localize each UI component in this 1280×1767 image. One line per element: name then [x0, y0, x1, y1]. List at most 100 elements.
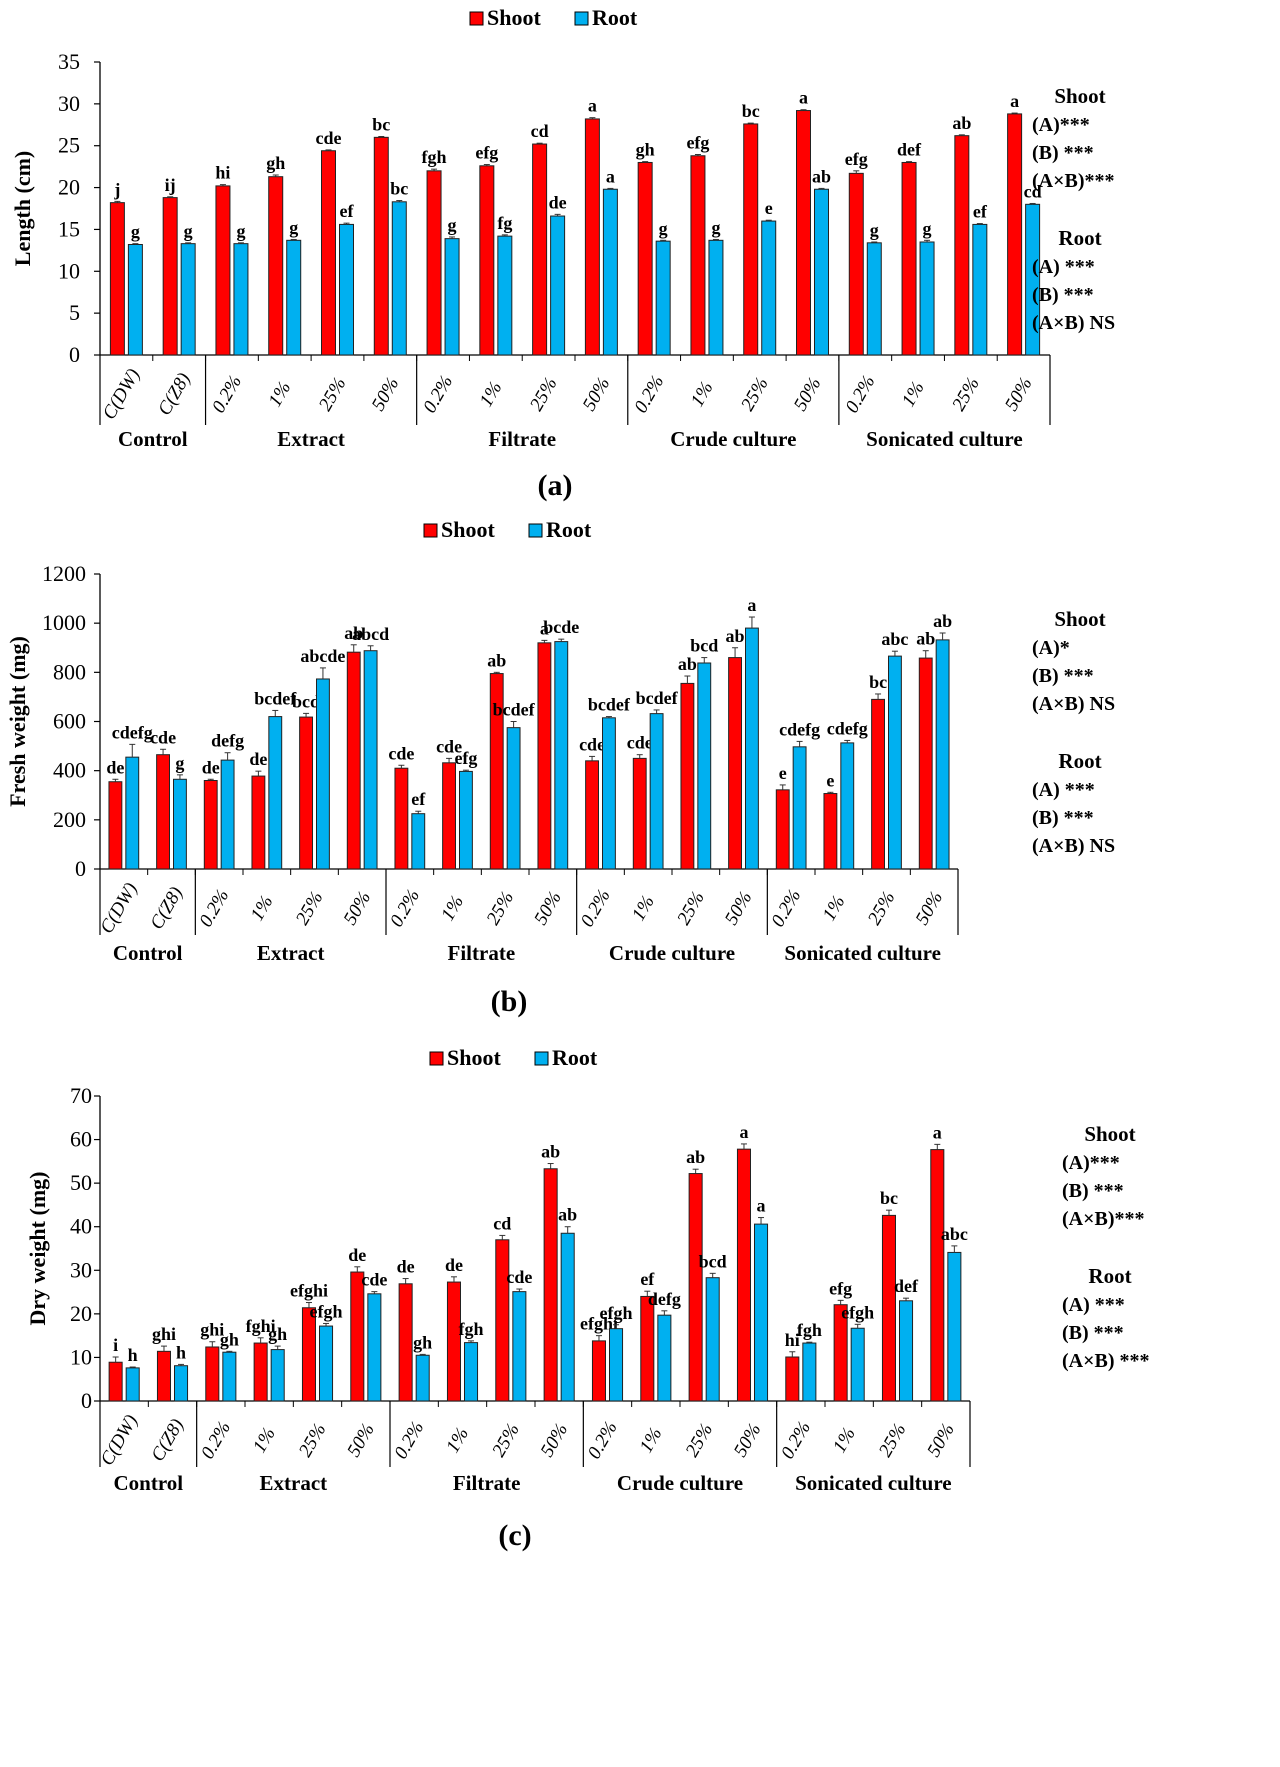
root-bar	[697, 662, 712, 870]
y-tick-label: 30	[70, 1257, 92, 1282]
x-category-label: 25%	[488, 1420, 524, 1461]
x-category-label: 1%	[819, 892, 850, 924]
root-significance-letter: g	[659, 218, 668, 238]
root-bar	[222, 1351, 237, 1402]
root-bar	[602, 717, 616, 870]
x-category-label: 0.2%	[777, 1418, 815, 1463]
shoot-significance-letter: ab	[686, 1147, 705, 1167]
root-bar	[550, 215, 566, 356]
root-significance-letter: bcdef	[493, 700, 536, 720]
legend: Shoot Root	[429, 1045, 598, 1070]
shoot-bar	[108, 1361, 123, 1402]
shoot-bar	[346, 651, 361, 870]
shoot-significance-letter: de	[249, 749, 267, 769]
root-bar	[972, 223, 988, 356]
shoot-significance-letter: cde	[436, 736, 462, 756]
y-tick-label: 0	[69, 342, 80, 367]
x-category-label: 25%	[864, 888, 900, 929]
root-stat-line: (B) ***	[1062, 1322, 1124, 1344]
shoot-stats-title: Shoot	[1084, 1122, 1135, 1146]
x-category-label: 1%	[636, 1424, 667, 1456]
shoot-bar	[109, 202, 125, 356]
root-significance-letter: gh	[413, 1332, 432, 1352]
root-bar	[609, 1328, 624, 1402]
x-category-label: 25%	[483, 888, 519, 929]
y-tick-label: 60	[70, 1127, 92, 1152]
x-category-label: 50%	[790, 374, 826, 415]
shoot-significance-letter: j	[113, 179, 120, 199]
shoot-stats-title: Shoot	[1054, 84, 1105, 108]
shoot-bar	[108, 781, 123, 870]
y-tick-label: 15	[58, 216, 80, 241]
x-category-label: 25%	[948, 374, 984, 415]
x-category-label: 0.2%	[390, 1418, 428, 1463]
legend-shoot-swatch	[423, 523, 438, 538]
legend-shoot-label: Shoot	[441, 517, 495, 542]
root-stats-title: Root	[1058, 226, 1101, 250]
legend-root-swatch	[534, 1051, 549, 1066]
group-label: Filtrate	[453, 1471, 521, 1495]
anova-summary: Shoot (A)*** (B) *** (A×B)*** Root (A) *** (B)…	[1062, 1122, 1150, 1372]
panel-label: (b)	[491, 985, 528, 1018]
panel-label: (c)	[498, 1519, 531, 1552]
shoot-significance-letter: cd	[493, 1213, 511, 1233]
group-label: Extract	[260, 1471, 328, 1495]
chart-length: Shoot Root 0 5 10 15 20 25 30 35 Length (cm) j ij hi g…	[10, 5, 1115, 502]
x-category-label: 50%	[537, 1420, 573, 1461]
root-significance-letter: bcd	[699, 1251, 727, 1271]
x-category-label: 25%	[526, 374, 562, 415]
root-significance-letter: g	[923, 218, 932, 238]
x-category-label: 50%	[340, 888, 376, 929]
legend-root-swatch	[574, 11, 589, 26]
root-significance-letter: ab	[558, 1205, 577, 1225]
shoot-significance-letter: ghi	[200, 1320, 224, 1340]
shoot-bar	[446, 1281, 462, 1402]
shoot-bar	[205, 1346, 220, 1402]
root-significance-letter: cde	[506, 1267, 532, 1287]
legend-root-swatch	[528, 523, 543, 538]
shoot-significance-letter: e	[826, 770, 834, 790]
shoot-significance-letter: cde	[150, 727, 176, 747]
legend-shoot-label: Shoot	[487, 5, 541, 30]
x-category-label: 25%	[737, 374, 773, 415]
shoot-significance-letter: bc	[742, 101, 760, 121]
x-category-label: 25%	[295, 1420, 331, 1461]
shoot-significance-letter: cde	[627, 733, 653, 753]
shoot-significance-letter: fghi	[246, 1316, 276, 1336]
root-significance-letter: defg	[648, 1289, 681, 1309]
root-bar	[840, 742, 855, 870]
shoot-bar	[871, 698, 886, 870]
legend-root-label: Root	[592, 5, 638, 30]
shoot-bar	[495, 1239, 510, 1402]
root-significance-letter: def	[894, 1276, 919, 1296]
group-label: Crude culture	[617, 1471, 743, 1495]
x-category-label: 1%	[687, 378, 718, 410]
shoot-bar	[215, 185, 231, 356]
x-category-label: 1%	[442, 1424, 473, 1456]
root-significance-letter: a	[757, 1196, 766, 1216]
shoot-bar	[954, 135, 970, 356]
root-significance-letter: ef	[411, 789, 426, 809]
shoot-significance-letter: efg	[845, 149, 868, 169]
x-category-label: 0.2%	[208, 372, 246, 417]
x-category-label: 25%	[673, 888, 709, 929]
x-category-label: 50%	[1001, 374, 1037, 415]
x-category-label: 50%	[579, 374, 615, 415]
y-axis-title: Dry weight (mg)	[25, 1172, 50, 1326]
root-significance-letter: g	[711, 217, 720, 237]
shoot-significance-letter: hi	[215, 163, 230, 183]
x-category-label: 0.2%	[419, 372, 457, 417]
x-category-label: 50%	[923, 1420, 959, 1461]
root-bar	[268, 716, 283, 870]
group-label: Control	[114, 1471, 184, 1495]
y-tick-label: 800	[53, 659, 86, 684]
shoot-bar	[156, 754, 171, 870]
shoot-significance-letter: ab	[952, 113, 971, 133]
root-bar	[560, 1232, 575, 1402]
root-bar	[649, 713, 664, 870]
shoot-bar	[373, 136, 389, 356]
root-bar	[554, 641, 569, 870]
root-stat-line: (A) ***	[1062, 1294, 1125, 1316]
root-significance-letter: cdefg	[112, 722, 153, 742]
shoot-stat-line: (B) ***	[1062, 1180, 1124, 1202]
